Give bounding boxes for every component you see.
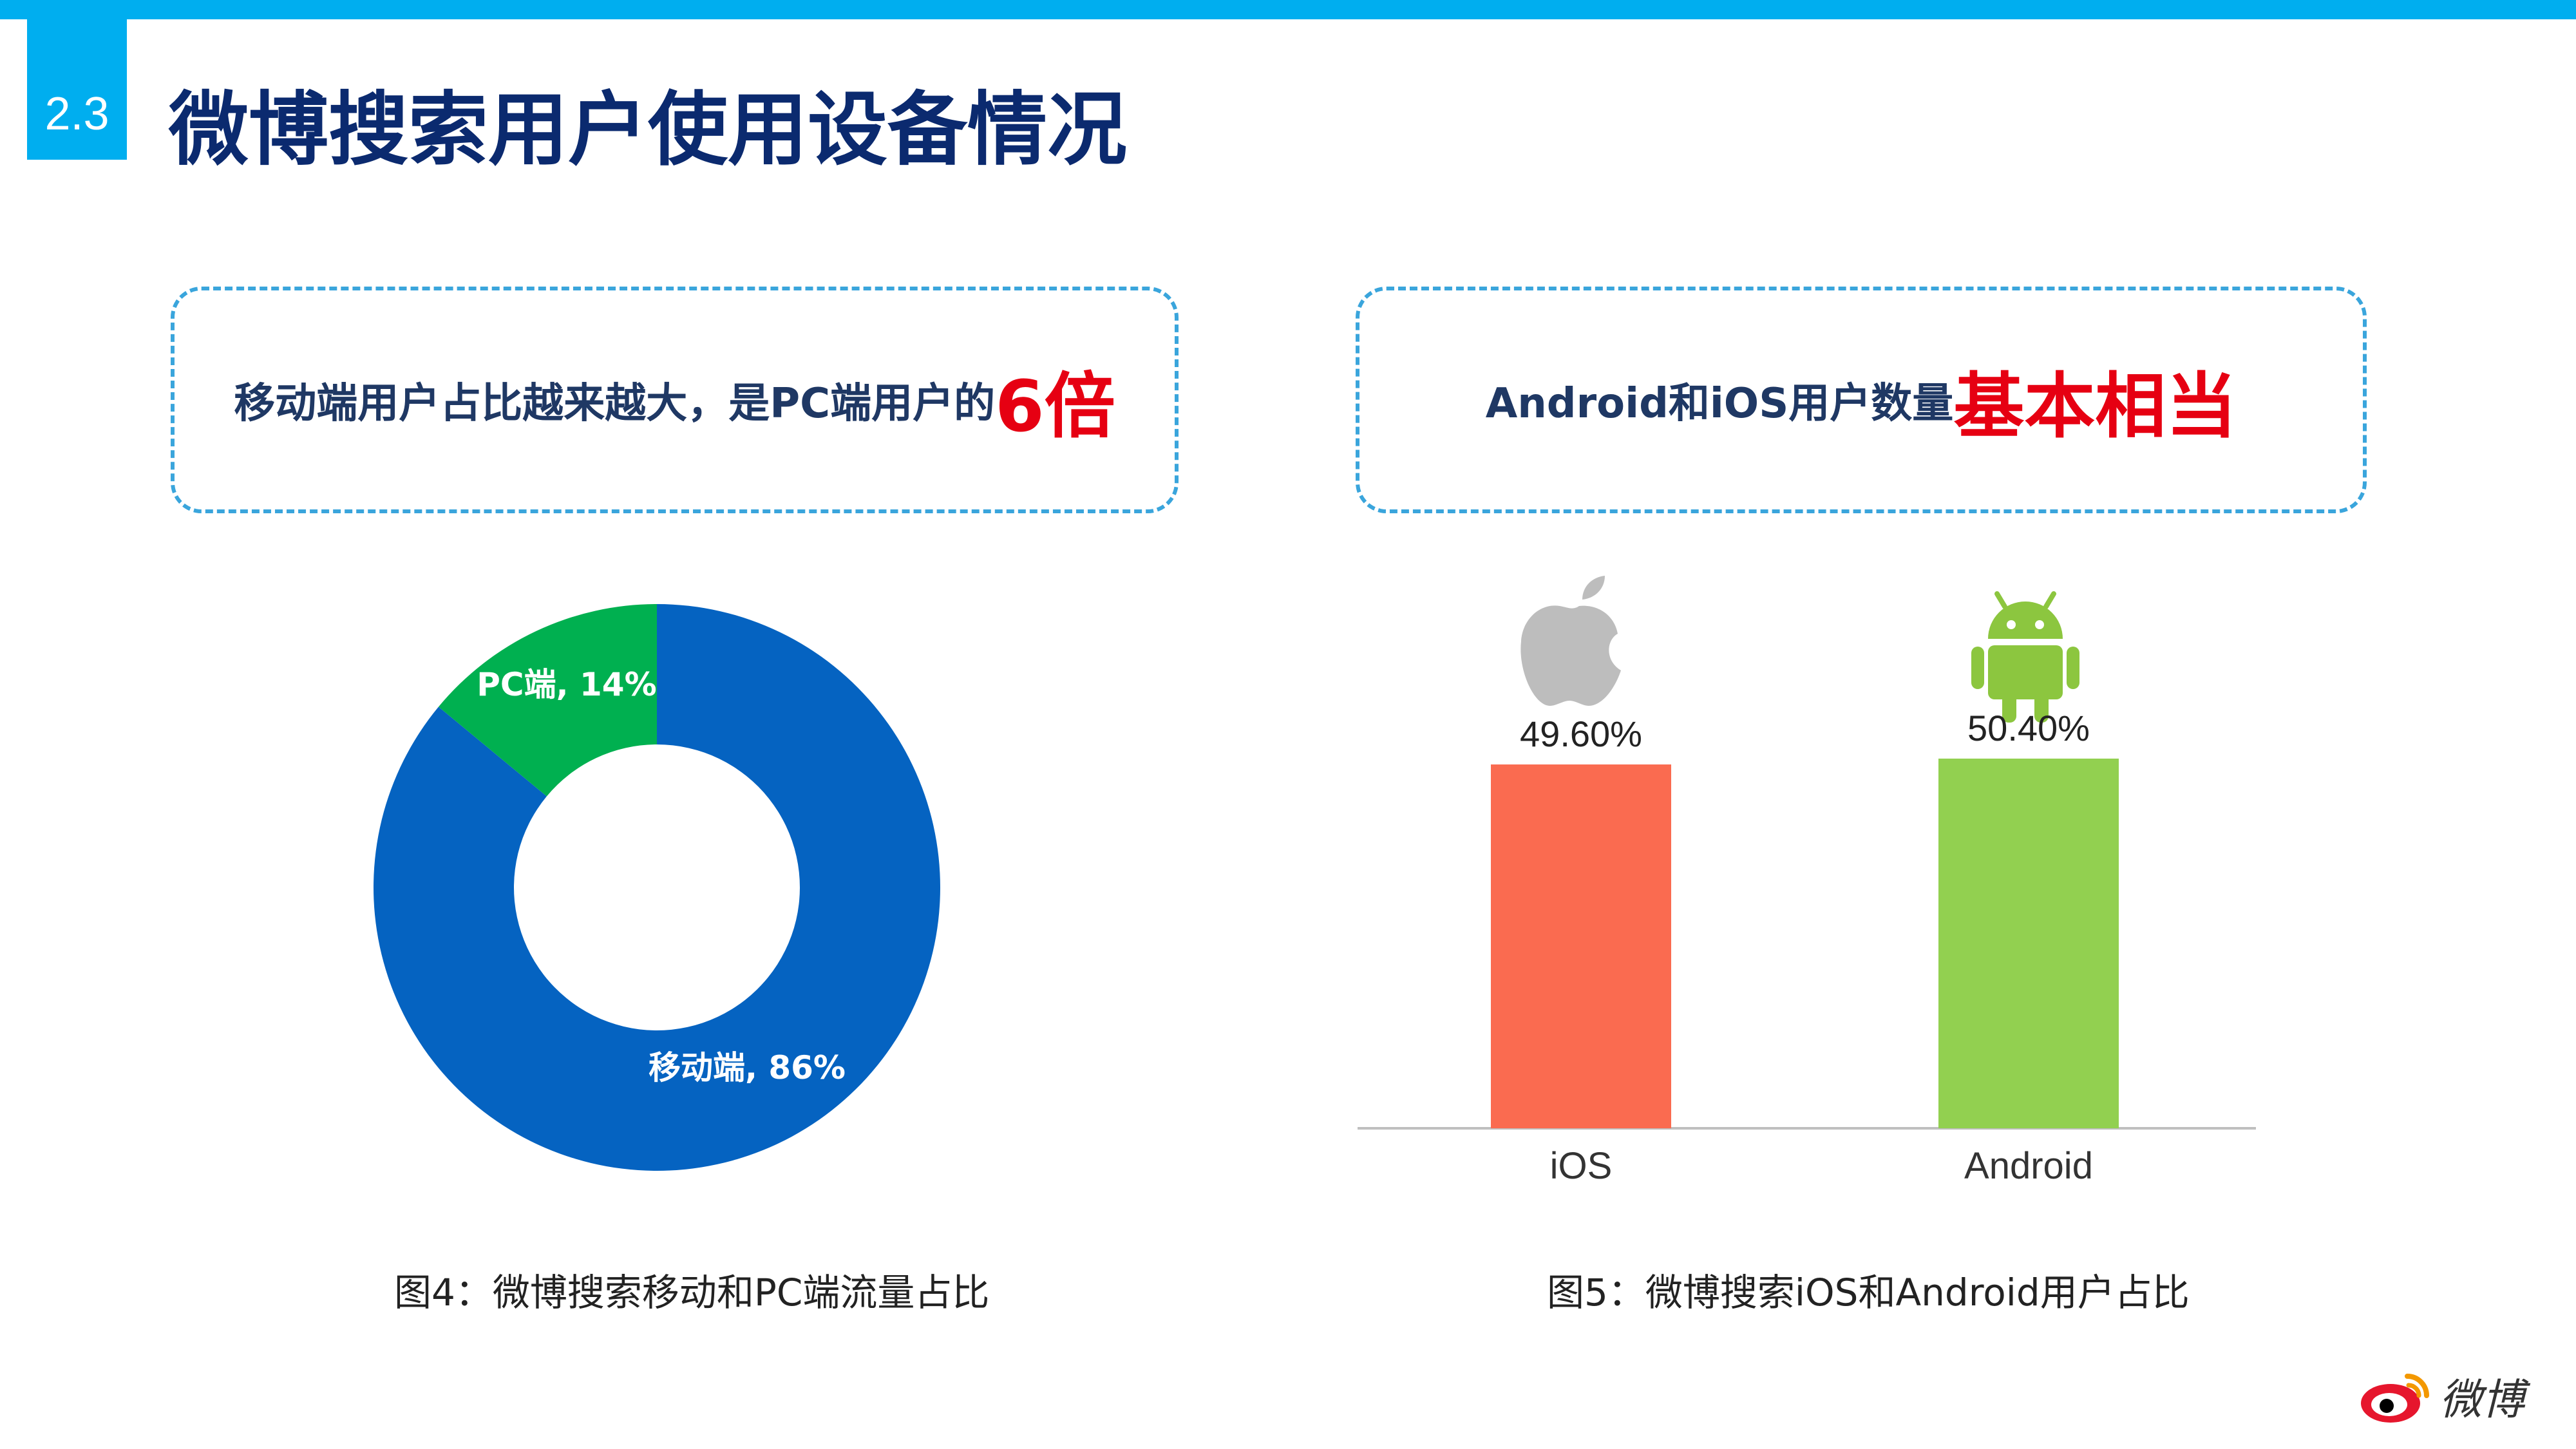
bar-data-label: 50.40%: [1967, 708, 2090, 748]
bar-android: [1938, 758, 2119, 1128]
callout-text: 移动端用户占比越来越大，是PC端用户的: [234, 380, 996, 428]
callout-text: Android和iOS用户数量: [1485, 380, 1954, 428]
mobile-share-callout: 移动端用户占比越来越大，是PC端用户的 6倍: [171, 287, 1179, 513]
bar-ios: [1491, 764, 1671, 1128]
callout-highlight: 基本相当: [1953, 365, 2237, 448]
donut-slice-label: PC端, 14%: [477, 666, 656, 703]
os-share-callout: Android和iOS用户数量 基本相当: [1356, 287, 2367, 513]
donut-slice-mobile: [373, 604, 941, 1171]
x-tick-label: iOS: [1550, 1145, 1613, 1187]
top-accent-bar: [0, 0, 2576, 19]
donut-slice-label: 移动端, 86%: [649, 1049, 846, 1086]
bar-data-label: 49.60%: [1520, 714, 1642, 754]
callout-highlight: 6倍: [995, 365, 1115, 448]
weibo-logo: 微博: [2357, 1365, 2524, 1427]
section-number-badge: 2.3: [27, 19, 127, 160]
page-title: 微博搜索用户使用设备情况: [169, 84, 1128, 176]
android-icon: [1971, 591, 2079, 723]
device-donut-chart: 移动端, 86% PC端, 14%: [373, 604, 941, 1171]
os-bar-chart: 49.60% iOS 50.40% Android: [1358, 576, 2256, 1187]
apple-icon: [1520, 576, 1621, 706]
donut-slice-pc: [438, 604, 657, 797]
donut-chart-caption: 图4：微博搜索移动和PC端流量占比: [394, 1271, 990, 1314]
weibo-eye-icon: [2361, 1374, 2429, 1423]
x-tick-label: Android: [1964, 1145, 2093, 1187]
weibo-logo-text: 微博: [2439, 1375, 2524, 1425]
bar-chart-caption: 图5：微博搜索iOS和Android用户占比: [1547, 1271, 2190, 1314]
